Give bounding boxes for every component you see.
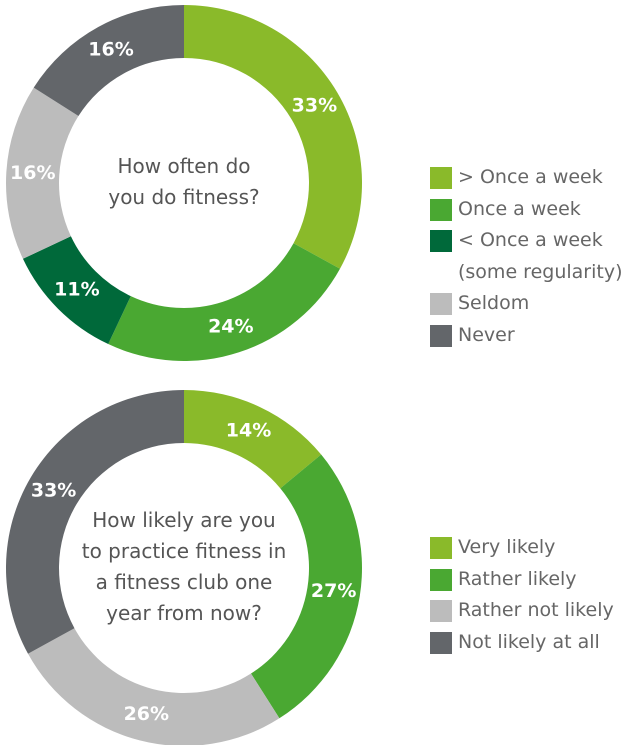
legend-label: Never <box>458 323 515 346</box>
legend-swatch <box>430 198 452 221</box>
center-title: year from now? <box>106 601 262 625</box>
legend-label: Very likely <box>458 536 556 558</box>
legend-item: > Once a week <box>430 162 628 194</box>
center-title: you do fitness? <box>108 185 259 209</box>
data-label: 11% <box>54 279 99 301</box>
center-title: to practice fitness in <box>82 539 287 563</box>
data-label: 26% <box>124 703 169 725</box>
donut-segment <box>184 5 362 269</box>
donut-segment <box>33 5 185 117</box>
legend-swatch <box>430 631 452 654</box>
data-label: 33% <box>292 94 337 116</box>
data-label: 33% <box>31 479 76 501</box>
legend-label: < Once a week (some regularity) <box>458 229 623 283</box>
donut-segment <box>28 628 280 745</box>
data-label: 24% <box>208 316 253 338</box>
donut-segment <box>6 390 184 654</box>
legend-swatch <box>430 324 452 347</box>
donut-segment <box>6 87 79 259</box>
legend-swatch <box>430 537 452 559</box>
legend-item: < Once a week (some regularity) <box>430 225 628 288</box>
legend-item: Once a week <box>430 194 628 226</box>
legend-item: Seldom <box>430 288 628 320</box>
data-label: 16% <box>10 162 55 184</box>
legend-label: Rather likely <box>458 567 577 590</box>
legend: Very likely Rather likely Rather not likel… <box>430 532 628 658</box>
legend-swatch <box>430 230 452 252</box>
data-label: 27% <box>311 580 356 602</box>
legend-swatch <box>430 568 452 591</box>
legend: > Once a week Once a week < Once a week (s… <box>430 162 628 351</box>
legend-item: Never <box>430 320 628 352</box>
legend-item: Rather not likely <box>430 595 628 627</box>
legend-item: Rather likely <box>430 564 628 596</box>
legend-swatch <box>430 293 452 315</box>
center-title: How often do <box>117 154 250 178</box>
legend-item: Very likely <box>430 532 628 564</box>
legend-item: Not likely at all <box>430 627 628 659</box>
donut-segment <box>22 236 131 345</box>
legend-label: Rather not likely <box>458 599 614 621</box>
center-title: How likely are you <box>92 508 275 532</box>
center-title: a fitness club one <box>96 570 273 594</box>
legend-label: Once a week <box>458 197 581 220</box>
data-label: 16% <box>88 39 133 61</box>
donut-segment <box>250 454 362 719</box>
legend-swatch <box>430 600 452 622</box>
legend-swatch <box>430 167 452 189</box>
data-label: 14% <box>226 419 271 441</box>
donut-segment <box>184 390 322 489</box>
legend-label: Seldom <box>458 292 530 314</box>
legend-label: > Once a week <box>458 166 603 188</box>
donut-segment <box>108 243 340 361</box>
legend-label: Not likely at all <box>458 630 600 653</box>
